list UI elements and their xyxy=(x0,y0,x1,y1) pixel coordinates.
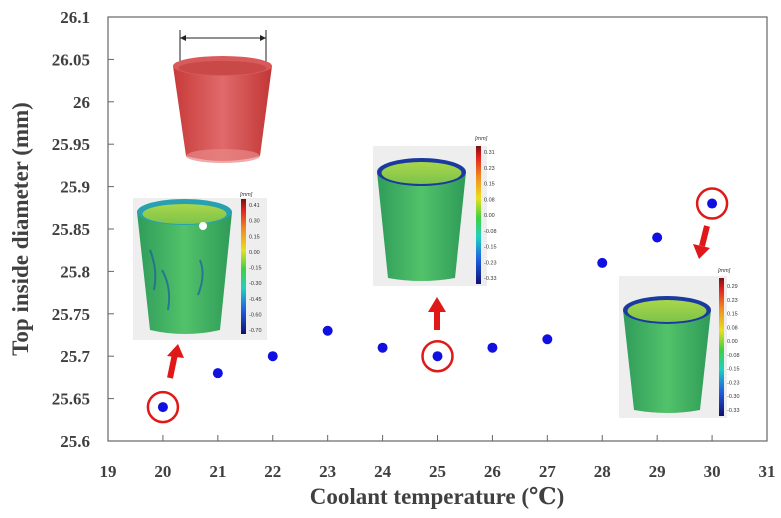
y-tick-label: 25.65 xyxy=(52,390,90,409)
inset-unit-label: [mm] xyxy=(717,268,731,274)
x-tick-label: 31 xyxy=(759,462,776,481)
colorbar-label: 0.00 xyxy=(484,213,495,219)
y-tick-label: 26.05 xyxy=(52,50,90,69)
colorbar-label: 0.15 xyxy=(249,234,260,240)
colorbar-label: 0.41 xyxy=(249,203,260,209)
deviation-map-30c: [mm] 0.29 0.23 0.15 0.08 0.00 -0.08 -0.15 -0.23… xyxy=(619,268,740,418)
colorbar-label: -0.45 xyxy=(249,297,262,303)
y-tick-label: 25.95 xyxy=(52,135,90,154)
x-tick-label: 26 xyxy=(484,462,501,481)
callout-arrows xyxy=(167,225,710,379)
arrow-to-30c-map xyxy=(693,225,710,259)
colorbar-label: -0.30 xyxy=(249,281,262,287)
x-axis: 19 20 21 22 23 24 25 26 27 28 29 30 31 xyxy=(100,435,776,481)
colorbar-label: -0.33 xyxy=(484,276,497,282)
colorbar-label: 0.29 xyxy=(727,284,738,290)
colorbar-label: -0.15 xyxy=(249,266,262,272)
colorbar-label: 0.15 xyxy=(727,312,738,318)
colorbar-label: 0.08 xyxy=(484,197,495,203)
y-tick-label: 25.9 xyxy=(60,178,90,197)
x-tick-label: 23 xyxy=(319,462,336,481)
colorbar-label: 0.30 xyxy=(249,219,260,225)
colorbar-label: -0.08 xyxy=(727,353,740,359)
data-point xyxy=(652,232,663,243)
data-point xyxy=(212,368,223,379)
x-tick-label: 28 xyxy=(594,462,611,481)
data-point xyxy=(597,257,608,268)
data-point xyxy=(267,351,278,362)
colorbar-label: -0.15 xyxy=(727,367,740,373)
data-point xyxy=(707,198,718,209)
highlight-circles xyxy=(146,187,729,424)
deviation-map-20c: [mm] 0.41 0.30 0.15 0.00 -0.15 -0.30 -0.45 -0.6… xyxy=(133,192,267,340)
colorbar-label: 0.08 xyxy=(727,325,738,331)
x-tick-label: 24 xyxy=(374,462,392,481)
colorbar-label: 0.00 xyxy=(727,339,738,345)
y-tick-label: 25.75 xyxy=(52,305,90,324)
arrow-to-25c-map xyxy=(428,297,446,330)
y-tick-label: 25.7 xyxy=(60,347,90,366)
x-tick-label: 19 xyxy=(100,462,117,481)
inset-unit-label: [mm] xyxy=(239,192,253,198)
colorbar-label: -0.60 xyxy=(249,312,262,318)
x-axis-title: Coolant temperature (℃) xyxy=(310,484,565,509)
data-point xyxy=(542,334,553,345)
colorbar-label: 0.23 xyxy=(727,298,738,304)
colorbar-label: -0.70 xyxy=(249,328,262,334)
inset-unit-label: [mm] xyxy=(474,136,488,142)
data-points xyxy=(157,198,718,413)
x-tick-label: 29 xyxy=(649,462,666,481)
y-axis: 25.6 25.65 25.7 25.75 25.8 25.85 25.9 25.95 26 26… xyxy=(52,8,114,451)
colorbar-label: -0.33 xyxy=(727,408,740,414)
highlight-circle xyxy=(421,339,454,373)
colorbar-label: 0.00 xyxy=(249,250,260,256)
nominal-cup-illustration xyxy=(173,30,272,163)
arrow-to-20c-map xyxy=(167,344,184,379)
y-tick-label: 25.8 xyxy=(60,262,90,281)
highlight-circle xyxy=(146,390,180,424)
x-tick-label: 20 xyxy=(154,462,171,481)
x-tick-label: 25 xyxy=(429,462,446,481)
x-tick-label: 30 xyxy=(704,462,721,481)
y-axis-title: Top inside diameter (mm) xyxy=(8,102,33,356)
x-tick-label: 21 xyxy=(209,462,226,481)
highlight-circle xyxy=(695,187,729,220)
data-point xyxy=(487,342,498,353)
y-tick-label: 25.85 xyxy=(52,220,90,239)
y-tick-label: 25.6 xyxy=(60,432,90,451)
x-tick-label: 22 xyxy=(264,462,281,481)
data-point xyxy=(432,351,443,362)
colorbar-label: 0.15 xyxy=(484,182,495,188)
x-tick-label: 27 xyxy=(539,462,557,481)
colorbar-label: -0.08 xyxy=(484,229,497,235)
y-tick-label: 26.1 xyxy=(60,8,90,27)
colorbar-label: -0.23 xyxy=(727,380,740,386)
colorbar-label: -0.15 xyxy=(484,245,497,251)
data-point xyxy=(322,325,333,336)
colorbar-label: 0.23 xyxy=(484,166,495,172)
deviation-map-25c: [mm] 0.31 0.23 0.15 0.08 0.00 -0.08 -0.15 -0.23… xyxy=(373,136,497,286)
data-point xyxy=(377,342,388,353)
colorbar-label: -0.30 xyxy=(727,394,740,400)
data-point xyxy=(157,402,168,413)
colorbar-label: -0.23 xyxy=(484,260,497,266)
y-tick-label: 26 xyxy=(73,93,90,112)
colorbar-label: 0.31 xyxy=(484,150,495,156)
